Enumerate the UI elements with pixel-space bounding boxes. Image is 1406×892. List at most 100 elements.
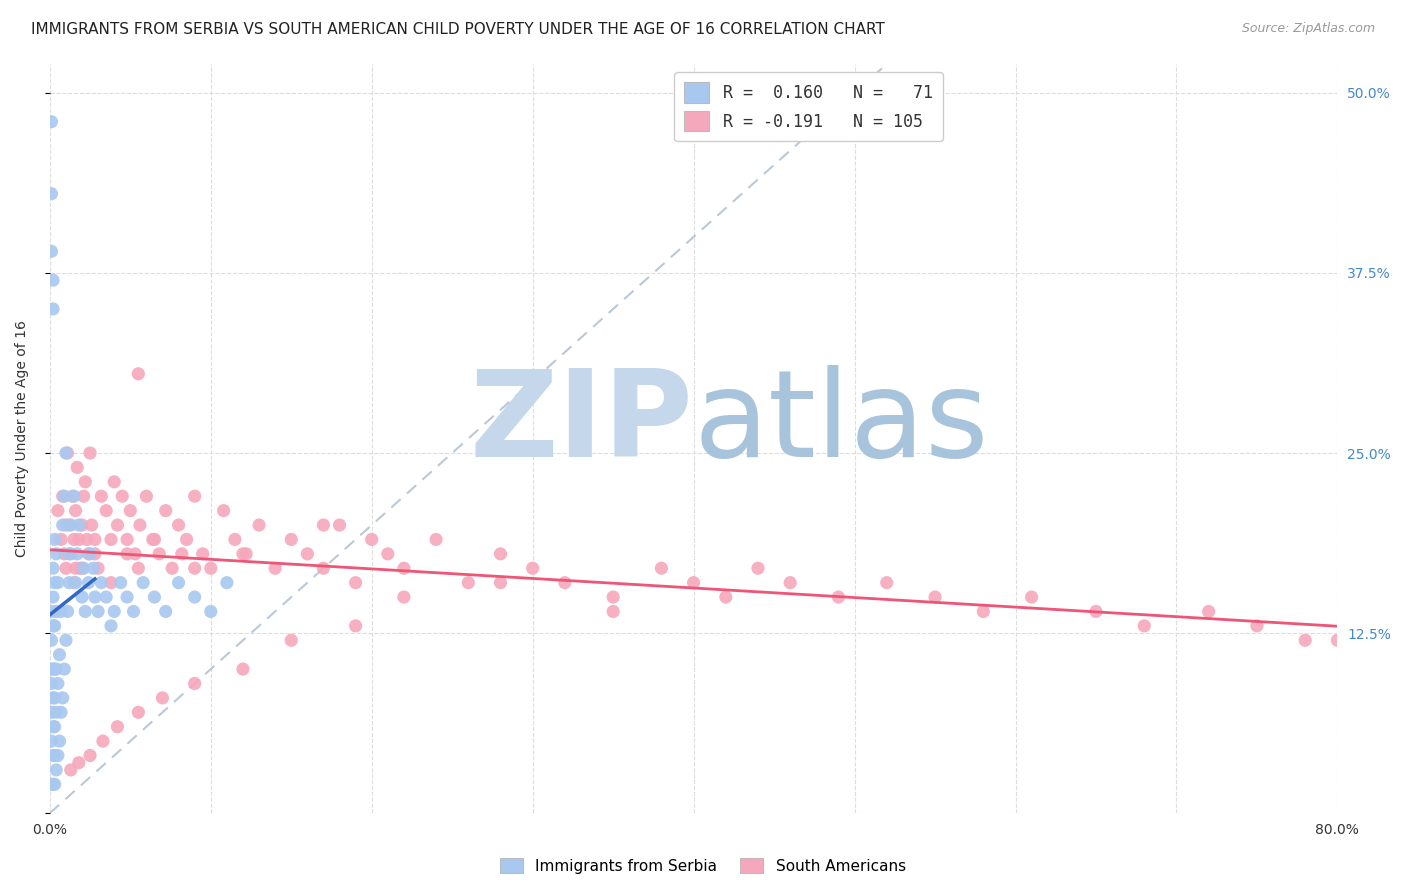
Point [45,604,67,618]
Point [127,367,149,381]
Text: ZIP: ZIP [470,365,693,482]
Point [827,590,849,604]
Point [1085,604,1108,618]
Point [59,547,82,561]
Point [183,590,205,604]
Point [55,633,77,648]
Point [972,604,994,618]
Point [110,575,132,590]
Point [235,547,257,561]
Point [87,604,110,618]
Point [59,763,82,777]
Point [41,244,63,259]
Point [100,533,122,547]
Point [377,547,399,561]
Point [52,690,75,705]
Point [53,489,76,503]
Point [70,590,93,604]
Point [120,503,142,517]
Point [200,604,222,618]
Point [44,533,66,547]
Point [224,533,246,547]
Point [87,561,110,575]
Point [55,561,77,575]
Point [45,547,67,561]
Point [67,533,90,547]
Point [45,662,67,676]
Point [392,561,415,575]
Point [554,575,576,590]
Legend: Immigrants from Serbia, South Americans: Immigrants from Serbia, South Americans [495,852,911,880]
Point [83,590,105,604]
Text: Source: ZipAtlas.com: Source: ZipAtlas.com [1241,22,1375,36]
Point [1246,619,1268,633]
Point [46,575,69,590]
Point [83,533,105,547]
Point [1326,633,1348,648]
Point [100,619,122,633]
Point [42,619,65,633]
Point [392,590,415,604]
Point [41,706,63,720]
Point [77,547,100,561]
Point [66,547,89,561]
Point [60,489,83,503]
Point [42,301,65,316]
Point [72,561,94,575]
Point [457,575,479,590]
Point [42,590,65,604]
Point [44,777,66,791]
Point [1021,590,1043,604]
Point [200,561,222,575]
Point [42,777,65,791]
Point [77,575,100,590]
Point [55,518,77,533]
Point [44,575,66,590]
Point [49,604,72,618]
Point [115,590,138,604]
Point [489,547,512,561]
Point [602,604,624,618]
Point [90,575,112,590]
Point [280,533,302,547]
Point [176,533,198,547]
Point [129,518,152,533]
Point [747,561,769,575]
Point [58,518,80,533]
Point [44,748,66,763]
Point [72,489,94,503]
Point [264,561,287,575]
Point [52,489,75,503]
Point [779,575,801,590]
Point [143,533,166,547]
Point [100,575,122,590]
Point [96,503,118,517]
Point [103,475,125,489]
Point [56,446,79,460]
Point [247,518,270,533]
Point [70,561,93,575]
Point [115,533,138,547]
Point [360,533,382,547]
Point [59,518,82,533]
Point [82,561,104,575]
Point [1294,633,1316,648]
Point [67,518,90,533]
Point [41,676,63,690]
Point [160,561,183,575]
Point [75,604,97,618]
Point [132,575,155,590]
Point [91,734,114,748]
Point [44,720,66,734]
Point [53,547,76,561]
Point [69,561,91,575]
Point [45,763,67,777]
Point [48,648,70,662]
Point [56,604,79,618]
Point [42,690,65,705]
Point [41,186,63,201]
Point [79,748,101,763]
Point [232,547,254,561]
Point [58,547,80,561]
Point [44,619,66,633]
